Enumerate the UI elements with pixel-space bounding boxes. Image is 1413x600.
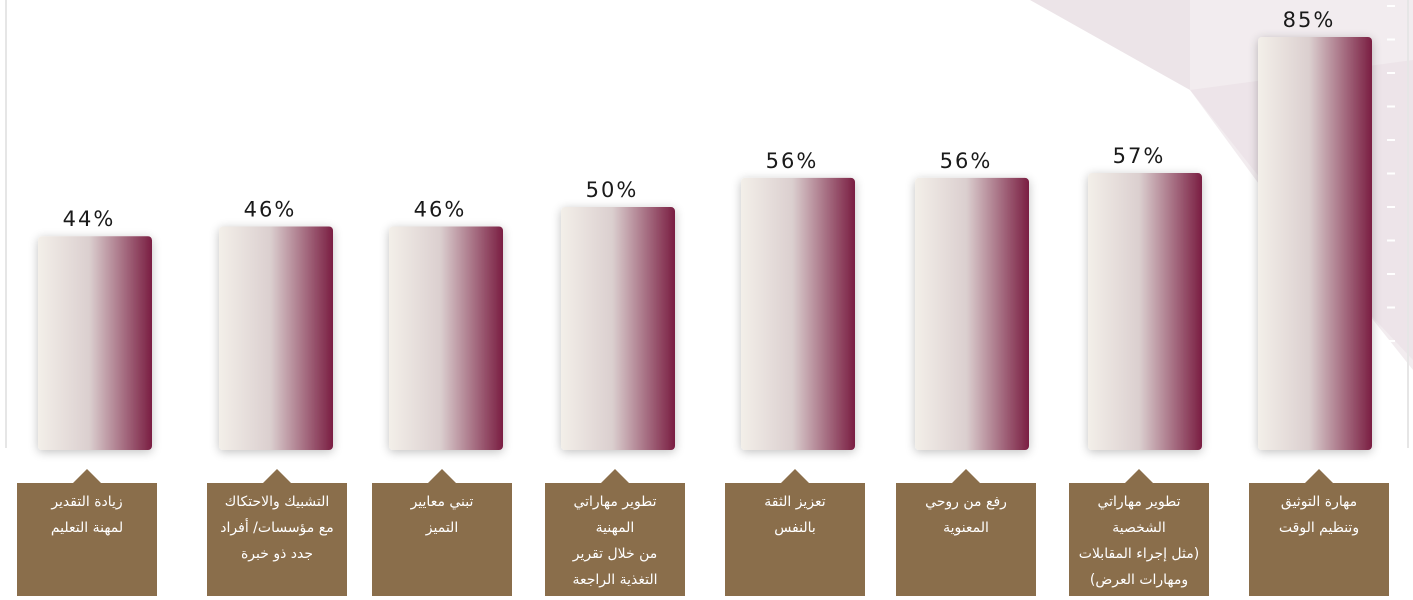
category-label-line: الشخصية (1112, 520, 1166, 536)
category-label-line: رفع من روحي (925, 494, 1007, 510)
category-label-8: مهارة التوثيق وتنظيم الوقت (1249, 469, 1389, 596)
bars-group (38, 37, 1372, 450)
category-label-line: التشبيك والاحتكاك (224, 494, 330, 510)
value-label-7: 57% (1113, 144, 1166, 168)
value-label-3: 46% (414, 197, 467, 221)
right-edge-ticks (1387, 5, 1395, 443)
category-label-line: من خلال تقرير (572, 546, 658, 562)
bar-8 (1258, 37, 1372, 450)
category-label-line: المهنية (595, 520, 635, 536)
category-label-line: لمهنة التعليم (50, 520, 124, 536)
bar-5 (741, 177, 855, 450)
category-label-line: (مثل إجراء المقابلات (1078, 546, 1200, 562)
value-label-8: 85% (1283, 8, 1336, 32)
bar-7 (1088, 173, 1202, 450)
value-label-5: 56% (766, 149, 819, 173)
category-label-line: التغذية الراجعة (572, 572, 658, 588)
category-label-6: رفع من روحي المعنوية (896, 469, 1036, 596)
category-label-3: تبني معايير التميز (372, 469, 512, 596)
value-label-1: 44% (63, 207, 116, 231)
value-label-4: 50% (586, 178, 639, 202)
value-label-6: 56% (940, 149, 993, 173)
category-label-1: زيادة التقدير لمهنة التعليم (17, 469, 157, 596)
category-label-line: ومهارات العرض) (1089, 572, 1189, 588)
category-label-line: تعزيز الثقة (764, 494, 826, 510)
bar-2 (219, 226, 333, 450)
category-label-line: مهارة التوثيق (1280, 494, 1358, 510)
bar-3 (389, 226, 503, 450)
category-label-line: تبني معايير (410, 494, 474, 510)
value-labels-group: 44% 46% 46% 50% 56% 56% 57% 85% (63, 8, 1336, 231)
category-label-line: مع مؤسسات/ أفراد (220, 520, 334, 536)
category-label-line: تطوير مهاراتي (1097, 494, 1181, 510)
category-label-line: المعنوية (943, 520, 989, 536)
bar-4 (561, 207, 675, 450)
category-label-7: تطوير مهاراتي الشخصية (مثل إجراء المقابلات… (1069, 469, 1209, 596)
bar-6 (915, 177, 1029, 450)
category-label-4: تطوير مهاراتي المهنية من خلال تقرير التغذية… (545, 469, 685, 596)
category-label-2: التشبيك والاحتكاك مع مؤسسات/ أفراد جدد ذو … (207, 469, 347, 596)
category-label-line: وتنظيم الوقت (1278, 520, 1360, 536)
value-label-2: 46% (244, 197, 297, 221)
category-label-line: زيادة التقدير (51, 494, 123, 510)
category-label-line: جدد ذو خبرة (240, 546, 314, 562)
bar-1 (38, 236, 152, 450)
category-label-line: التميز (425, 520, 459, 536)
category-label-5: تعزيز الثقة بالنفس (725, 469, 865, 596)
category-label-line: بالنفس (774, 520, 816, 536)
category-label-line: تطوير مهاراتي (573, 494, 657, 510)
